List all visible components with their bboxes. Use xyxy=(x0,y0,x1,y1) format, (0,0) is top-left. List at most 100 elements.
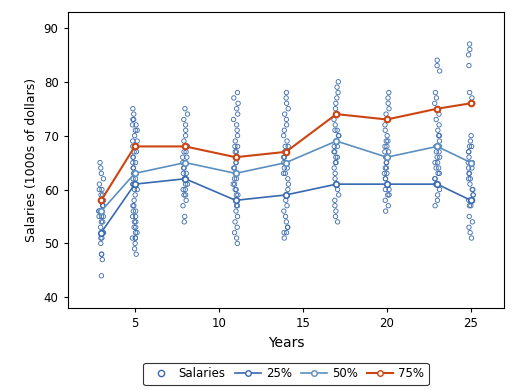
Point xyxy=(435,133,443,139)
Point xyxy=(95,186,103,193)
Point xyxy=(180,213,189,220)
Point xyxy=(231,170,239,177)
Point xyxy=(283,224,292,230)
Point xyxy=(435,186,444,193)
Point xyxy=(232,106,241,112)
Point xyxy=(464,197,473,204)
Point xyxy=(131,230,139,236)
Point xyxy=(433,62,441,69)
25% xyxy=(132,182,138,186)
Point xyxy=(464,160,473,166)
Point xyxy=(435,111,443,117)
Point xyxy=(279,133,288,139)
Point xyxy=(435,154,444,160)
Point xyxy=(435,149,443,155)
Point xyxy=(283,138,291,144)
Line: 50%: 50% xyxy=(98,138,474,214)
Point xyxy=(232,160,240,166)
Point xyxy=(282,230,291,236)
Point xyxy=(385,89,393,96)
Point xyxy=(382,160,391,166)
Point xyxy=(385,192,393,198)
Point xyxy=(183,181,191,187)
Point xyxy=(435,138,444,144)
Point xyxy=(383,116,391,122)
Point xyxy=(231,197,240,204)
Point xyxy=(180,138,188,144)
Point xyxy=(469,192,477,198)
50% xyxy=(182,160,188,165)
25% xyxy=(384,182,390,186)
Point xyxy=(128,138,137,144)
Point xyxy=(468,95,476,101)
25% xyxy=(434,182,440,186)
Point xyxy=(281,170,290,177)
Point xyxy=(382,111,390,117)
Point xyxy=(232,122,241,128)
Point xyxy=(180,192,188,198)
Point xyxy=(331,202,339,209)
Point xyxy=(468,186,476,193)
Point xyxy=(380,170,388,177)
Point xyxy=(230,176,239,182)
Point xyxy=(129,154,137,160)
Point xyxy=(233,192,242,198)
Point xyxy=(180,165,188,171)
Point xyxy=(382,154,390,160)
Point xyxy=(433,197,441,204)
Point xyxy=(97,219,106,225)
Point xyxy=(281,143,290,149)
Point xyxy=(181,181,190,187)
Point xyxy=(384,95,392,101)
Point xyxy=(279,170,288,177)
Point xyxy=(333,219,342,225)
Point xyxy=(464,149,473,155)
Point xyxy=(130,197,138,204)
Point xyxy=(129,170,138,177)
Point xyxy=(181,186,189,193)
Point xyxy=(234,100,242,106)
Point xyxy=(282,116,291,122)
Point xyxy=(283,202,291,209)
Point xyxy=(180,219,188,225)
Point xyxy=(335,133,343,139)
Point xyxy=(331,176,339,182)
Point xyxy=(99,202,107,209)
Point xyxy=(284,181,293,187)
Point xyxy=(129,202,137,209)
Point xyxy=(332,138,340,144)
Point xyxy=(384,202,393,209)
Point xyxy=(128,235,137,241)
Point xyxy=(128,143,137,149)
25% xyxy=(467,198,474,203)
Point xyxy=(178,154,187,160)
Point xyxy=(433,154,441,160)
Point xyxy=(381,197,389,204)
Point xyxy=(97,235,105,241)
50% xyxy=(232,171,239,176)
Point xyxy=(129,111,138,117)
Point xyxy=(182,176,190,182)
Point xyxy=(129,116,137,122)
Point xyxy=(432,181,440,187)
Line: 75%: 75% xyxy=(98,101,474,203)
Point xyxy=(230,230,239,236)
Point xyxy=(435,122,443,128)
Point xyxy=(383,133,391,139)
Point xyxy=(133,186,141,193)
50% xyxy=(98,209,105,213)
Point xyxy=(469,219,477,225)
Point xyxy=(233,224,241,230)
Point xyxy=(96,224,105,230)
Point xyxy=(282,89,291,96)
Point xyxy=(181,192,190,198)
Point xyxy=(99,230,107,236)
Point xyxy=(233,127,241,133)
Point xyxy=(280,127,289,133)
Point xyxy=(182,143,190,149)
Point xyxy=(182,197,190,204)
Point xyxy=(133,127,141,133)
Point xyxy=(383,154,392,160)
25% xyxy=(232,198,239,203)
Point xyxy=(282,219,291,225)
